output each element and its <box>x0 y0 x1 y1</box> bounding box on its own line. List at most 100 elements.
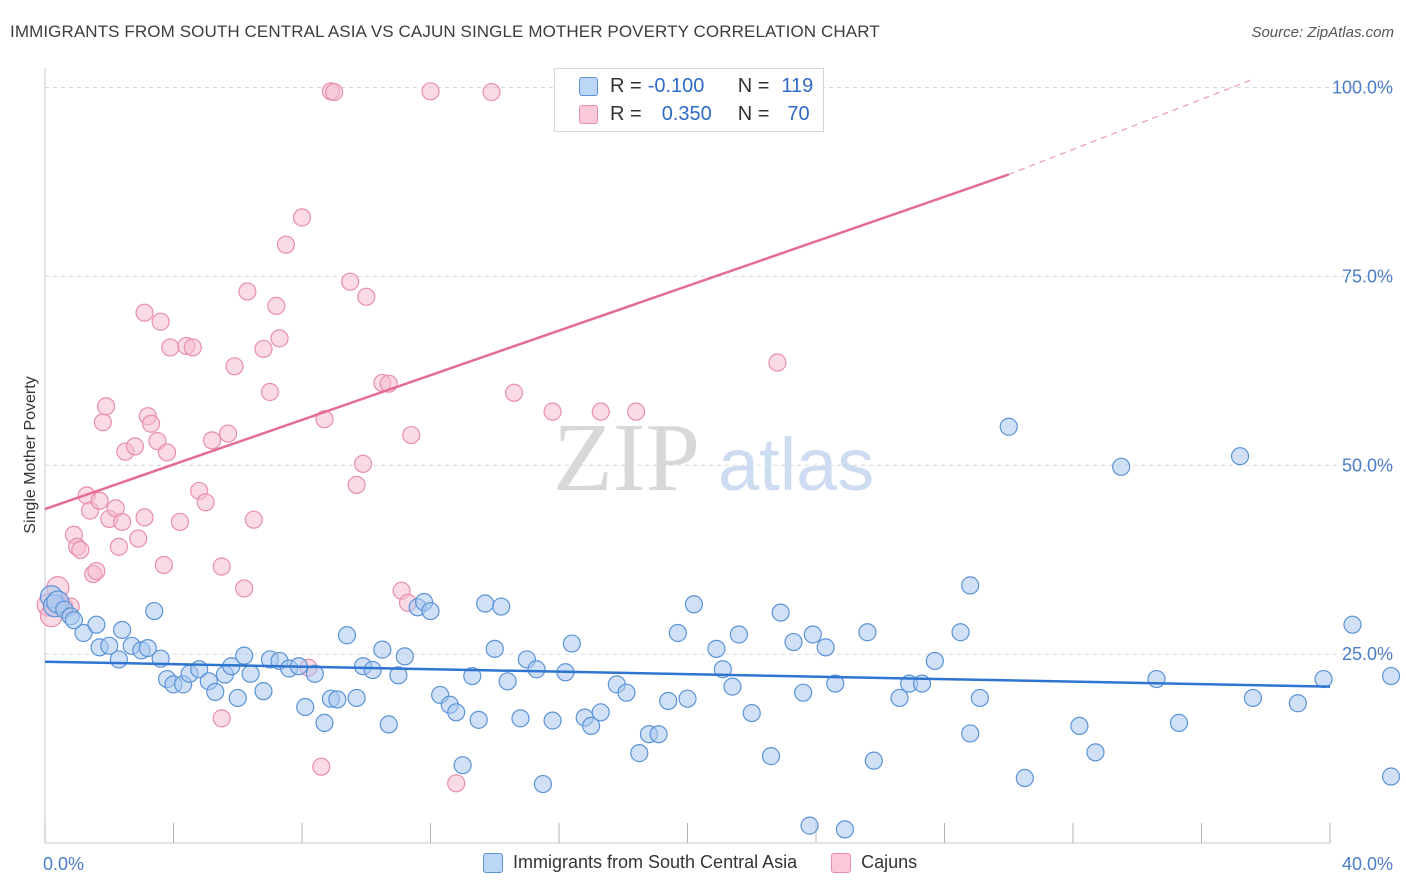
immigrant-point <box>617 683 636 702</box>
immigrant-point <box>235 646 254 665</box>
cajun-point <box>235 579 254 598</box>
immigrant-point <box>591 703 610 722</box>
x-tick-label: 0.0% <box>43 854 84 874</box>
cajun-point <box>196 493 215 512</box>
y-axis-label: Single Mother Poverty <box>22 376 39 533</box>
cajun-point <box>276 235 296 254</box>
immigrant-point <box>379 715 398 734</box>
immigrant-point <box>527 660 546 679</box>
immigrant-point <box>64 611 84 630</box>
immigrant-point <box>1381 767 1401 786</box>
cajun-point <box>151 312 170 331</box>
immigrant-point <box>784 632 803 652</box>
immigrant-point <box>347 688 366 708</box>
immigrant-point <box>337 626 357 645</box>
immigrant-point <box>498 672 517 691</box>
immigrant-point <box>707 639 726 658</box>
immigrant-point <box>925 651 944 671</box>
immigrant-point <box>296 697 315 717</box>
immigrant-point <box>109 650 128 669</box>
cajun-point <box>447 774 466 793</box>
legend-n-value: 119 <box>781 74 814 97</box>
immigrant-point <box>729 625 749 644</box>
immigrant-point <box>1381 666 1401 686</box>
cajun-point <box>482 82 501 102</box>
immigrant-point <box>1230 447 1250 466</box>
cajun-point <box>325 82 344 102</box>
legend-swatch-blue <box>483 852 503 873</box>
trend-lines <box>44 77 1331 688</box>
cajun-point <box>357 287 376 306</box>
immigrant-point <box>961 724 980 743</box>
legend-swatch-pink <box>579 104 598 124</box>
cajun-trend-extension <box>1008 77 1256 175</box>
immigrant-point <box>1314 669 1333 689</box>
cajun-point <box>212 557 231 576</box>
immigrant-point <box>835 820 855 839</box>
immigrant-point <box>363 660 382 680</box>
immigrant-points <box>39 417 1401 839</box>
cajun-point <box>254 339 273 359</box>
immigrant-point <box>713 660 732 679</box>
immigrant-point <box>447 703 466 722</box>
cajun-point <box>768 353 787 372</box>
cajun-point <box>96 397 116 416</box>
immigrant-point <box>543 711 562 730</box>
immigrant-point <box>1147 669 1166 689</box>
immigrant-point <box>858 623 877 642</box>
immigrant-point <box>1243 688 1263 708</box>
immigrant-point <box>533 774 553 794</box>
cajun-point <box>157 443 177 462</box>
legend-swatch-pink <box>831 852 852 873</box>
cajun-point <box>161 338 180 357</box>
y-tick-label: 75.0% <box>1342 266 1393 286</box>
immigrant-point <box>630 744 649 763</box>
immigrant-point <box>241 664 260 683</box>
legend-item-cajuns[interactable]: Cajuns <box>831 852 917 873</box>
grid-lines <box>45 87 1390 655</box>
immigrant-point <box>684 595 704 614</box>
cajun-point <box>135 303 154 322</box>
legend-item-immigrants[interactable]: Immigrants from South Central Asia <box>483 852 797 873</box>
legend-n-label: N = <box>737 74 770 97</box>
immigrant-point <box>723 677 742 696</box>
x-tick-label: 40.0% <box>1342 854 1393 874</box>
cajun-point <box>353 454 373 473</box>
cajun-point <box>270 329 289 348</box>
legend-row-immigrants: R = -0.100 N = 119 <box>579 73 813 99</box>
correlation-legend: R = -0.100 N = 119 R = 0.350 N = 70 <box>554 68 824 132</box>
immigrant-trend-line <box>44 660 1331 688</box>
cajun-point <box>141 414 161 433</box>
cajun-trend-line <box>44 173 1010 511</box>
cajun-point <box>504 383 524 402</box>
cajun-point <box>341 272 360 291</box>
immigrant-point <box>112 620 132 640</box>
immigrant-point <box>492 597 511 616</box>
legend-r-label: R = <box>610 74 642 97</box>
legend-label-immigrants: Immigrants from South Central Asia <box>513 852 798 872</box>
legend-label-cajuns: Cajuns <box>861 852 918 872</box>
cajun-point <box>267 296 286 315</box>
immigrant-point <box>761 747 781 766</box>
immigrant-point <box>1343 615 1362 634</box>
legend-n-value: 70 <box>787 102 810 125</box>
source-credit: Source: ZipAtlas.com <box>1251 24 1394 41</box>
immigrant-point <box>890 688 909 708</box>
immigrant-point <box>228 688 247 708</box>
cajun-point <box>591 402 610 421</box>
watermark-zip: ZIP <box>553 404 700 512</box>
series-legend: Immigrants from South Central Asia Cajun… <box>483 852 951 873</box>
immigrant-point <box>469 710 488 729</box>
immigrant-point <box>816 638 835 657</box>
immigrant-point <box>315 713 334 732</box>
cajun-point <box>225 357 244 376</box>
immigrant-point <box>582 716 601 736</box>
axes <box>44 68 1331 844</box>
cajun-point <box>125 437 145 456</box>
legend-row-cajuns: R = 0.350 N = 70 <box>579 101 810 127</box>
immigrant-point <box>138 638 157 658</box>
cajun-point <box>402 425 421 445</box>
immigrant-point <box>254 682 273 701</box>
immigrant-point <box>511 709 530 728</box>
